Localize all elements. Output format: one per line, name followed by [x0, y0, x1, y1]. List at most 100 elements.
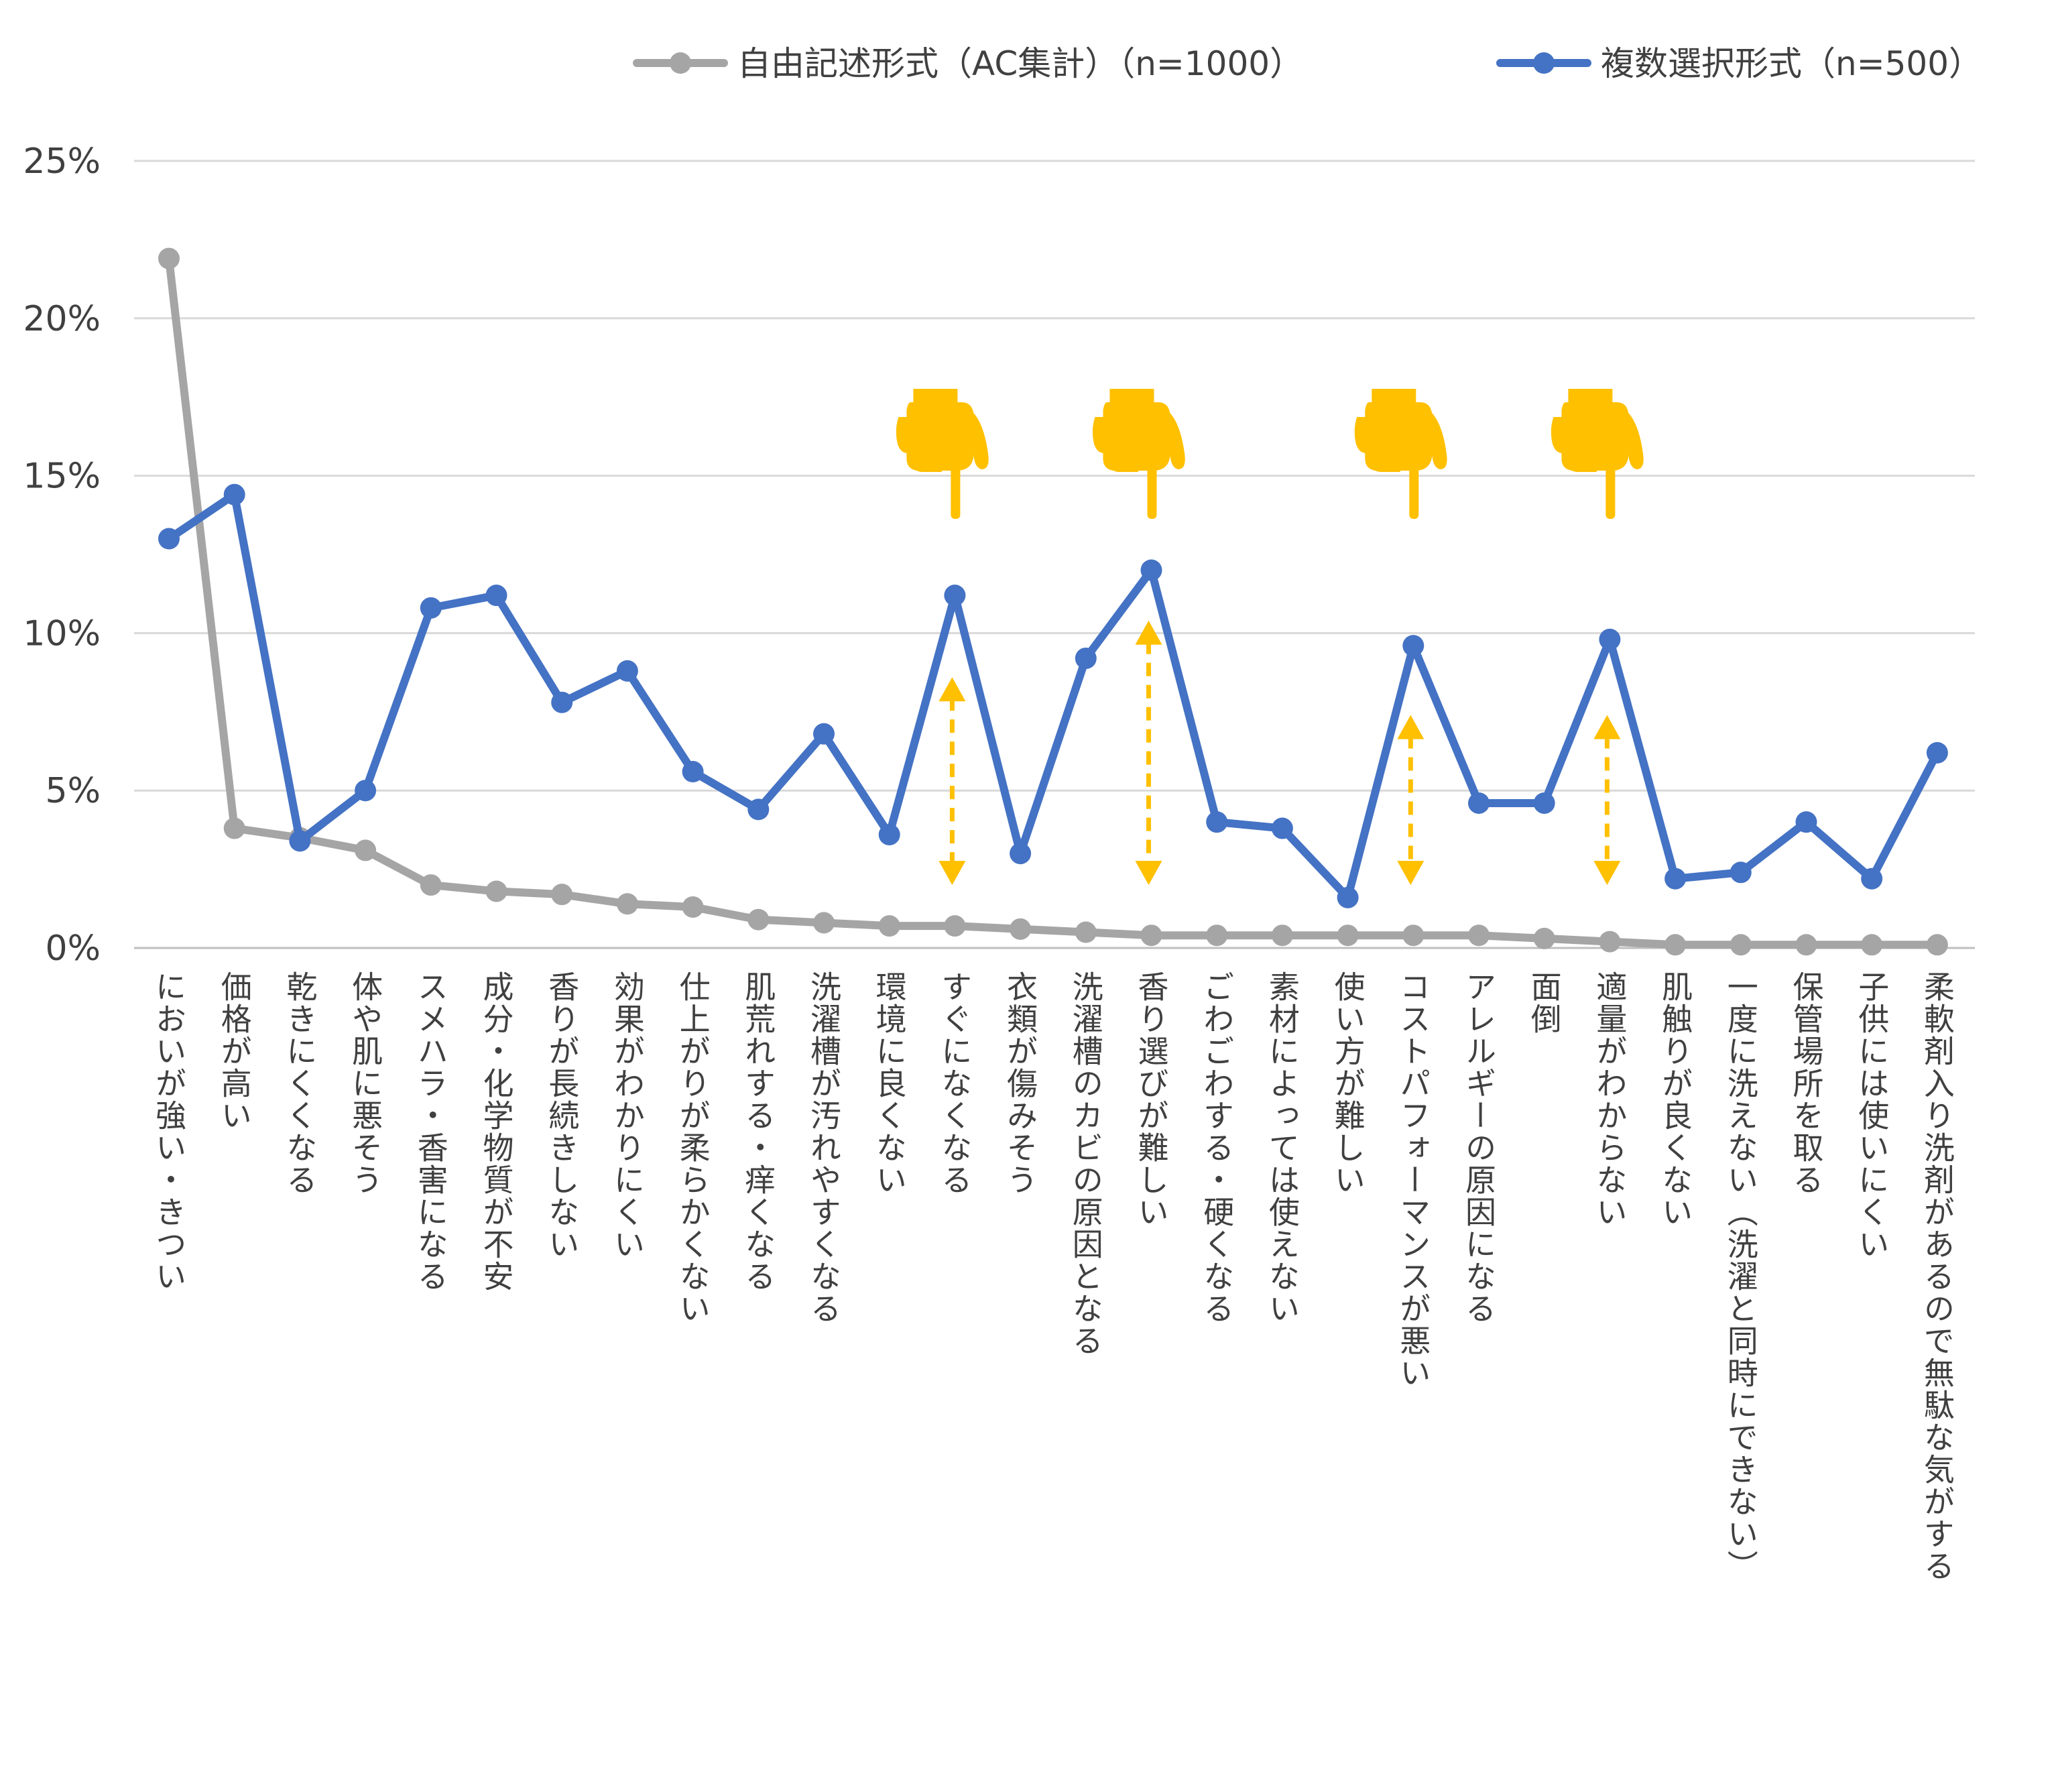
data-point: [355, 839, 377, 861]
x-tick-label: 肌触りが良くない: [1657, 971, 1693, 1228]
data-point: [1599, 931, 1621, 953]
data-point: [1271, 924, 1293, 947]
hand-knuckle: [912, 457, 943, 472]
data-point: [485, 880, 507, 902]
hand-palm: [1103, 402, 1170, 471]
hand-thumb: [1354, 417, 1368, 453]
x-tick-label: 子供には使いにくい: [1854, 971, 1890, 1260]
data-point: [878, 823, 900, 845]
data-point: [616, 660, 638, 682]
pointing-hand-down-icon: [896, 389, 989, 519]
gap-arrow: [938, 677, 966, 886]
data-point: [1468, 792, 1490, 814]
hand-palm: [1365, 402, 1433, 471]
data-point: [1140, 924, 1162, 947]
hand-index-finger: [951, 463, 961, 519]
series-2: [158, 483, 1948, 908]
data-point: [158, 528, 180, 550]
data-point: [1010, 918, 1032, 940]
data-point: [1861, 868, 1883, 890]
data-point: [944, 585, 966, 607]
gap-arrow: [1135, 620, 1162, 886]
x-tick-label: 乾きにくくなる: [282, 971, 318, 1196]
hand-thumb: [896, 417, 910, 453]
x-tick-label: 一度に洗えない（洗濯と同時にできない）: [1723, 971, 1759, 1582]
hand-knuckle: [1370, 457, 1402, 472]
data-point: [289, 830, 311, 852]
hand-cuff: [1568, 389, 1613, 404]
data-point: [420, 874, 442, 896]
hand-knuckle: [1108, 457, 1140, 472]
gap-arrow-head-up: [1397, 715, 1425, 739]
hand-index-finger: [1147, 463, 1157, 519]
hand-index-finger: [1409, 463, 1419, 519]
x-tick-label: 洗濯槽のカビの原因となる: [1068, 971, 1104, 1357]
x-tick-label: 香りが長続きしない: [544, 971, 580, 1260]
data-point: [1730, 934, 1752, 956]
x-tick-label: コストパフォーマンスが悪い: [1395, 971, 1431, 1389]
pointing-hand-down-icon: [1354, 389, 1447, 519]
hand-finger-side: [971, 410, 989, 469]
x-tick-label: 仕上がりが柔らかくない: [675, 971, 711, 1325]
data-point: [1533, 792, 1555, 814]
hand-finger-side: [1167, 410, 1185, 469]
x-tick-label: 柔軟剤入り洗剤があるので無駄な気がする: [1919, 971, 1955, 1582]
data-point: [551, 691, 573, 713]
pointing-hand-down-icon: [1551, 389, 1644, 519]
data-point: [1664, 934, 1687, 956]
legend-marker: [670, 52, 691, 74]
y-tick-label: 10%: [23, 613, 101, 654]
x-tick-label: 肌荒れする・痒くなる: [740, 971, 776, 1293]
x-tick-label: 価格が高い: [217, 971, 253, 1132]
gap-arrow-head-up: [1593, 715, 1621, 739]
x-tick-label: 衣類が傷みそう: [1002, 971, 1038, 1196]
x-tick-label: 香り選びが難しい: [1134, 971, 1170, 1228]
hand-finger-side: [1626, 410, 1644, 469]
hand-cuff: [1109, 389, 1154, 404]
hand-finger-side: [1429, 410, 1447, 469]
x-tick-label: 適量がわからない: [1591, 971, 1628, 1228]
hand-cuff: [913, 389, 958, 404]
legend-label: 複数選択形式（n=500）: [1601, 44, 1982, 83]
data-point: [1926, 934, 1948, 956]
legend: 自由記述形式（AC集計）（n=1000） 複数選択形式（n=500）: [633, 44, 1982, 83]
data-point: [1075, 921, 1097, 943]
gap-arrow: [1397, 715, 1425, 886]
data-point: [1010, 843, 1032, 865]
data-point: [1206, 924, 1228, 947]
x-tick-label: においが強い・きつい: [151, 971, 187, 1293]
data-point: [944, 915, 966, 937]
data-point: [1271, 817, 1293, 839]
gap-arrow-head-down: [1397, 861, 1425, 886]
y-tick-label: 5%: [46, 771, 101, 811]
data-point: [747, 798, 770, 821]
legend-label: 自由記述形式（AC集計）（n=1000）: [737, 44, 1303, 83]
x-tick-label: 使い方が難しい: [1330, 971, 1366, 1196]
y-axis-ticks: 0% 5% 10% 15% 20% 25%: [23, 141, 101, 969]
data-point: [1795, 811, 1817, 833]
gridlines: [134, 160, 1975, 949]
x-tick-label: スメハラ・香害になる: [413, 971, 449, 1293]
gap-arrow: [1593, 715, 1621, 886]
annotations: [896, 389, 1644, 886]
x-tick-label: 保管場所を取る: [1789, 971, 1825, 1196]
data-point: [1337, 924, 1359, 947]
data-point: [485, 585, 507, 607]
x-tick-label: 面倒: [1526, 971, 1563, 1035]
x-axis-labels: においが強い・きつい 価格が高い 乾きにくくなる 体や肌に悪そう スメハラ・香害になる成…: [151, 971, 1955, 1582]
gap-arrow-head-up: [938, 677, 966, 702]
data-point: [420, 597, 442, 619]
data-point: [747, 908, 770, 931]
data-point: [223, 817, 245, 839]
x-tick-label: 効果がわかりにくい: [609, 971, 646, 1260]
data-point: [1533, 927, 1555, 949]
gap-arrow-head-down: [1135, 861, 1162, 886]
data-point: [551, 884, 573, 906]
x-tick-label: 成分・化学物質が不安: [479, 971, 515, 1293]
hand-thumb: [1551, 417, 1565, 453]
x-tick-label: 環境に良くない: [871, 971, 908, 1196]
series-line: [165, 490, 1941, 902]
hand-index-finger: [1605, 463, 1616, 519]
